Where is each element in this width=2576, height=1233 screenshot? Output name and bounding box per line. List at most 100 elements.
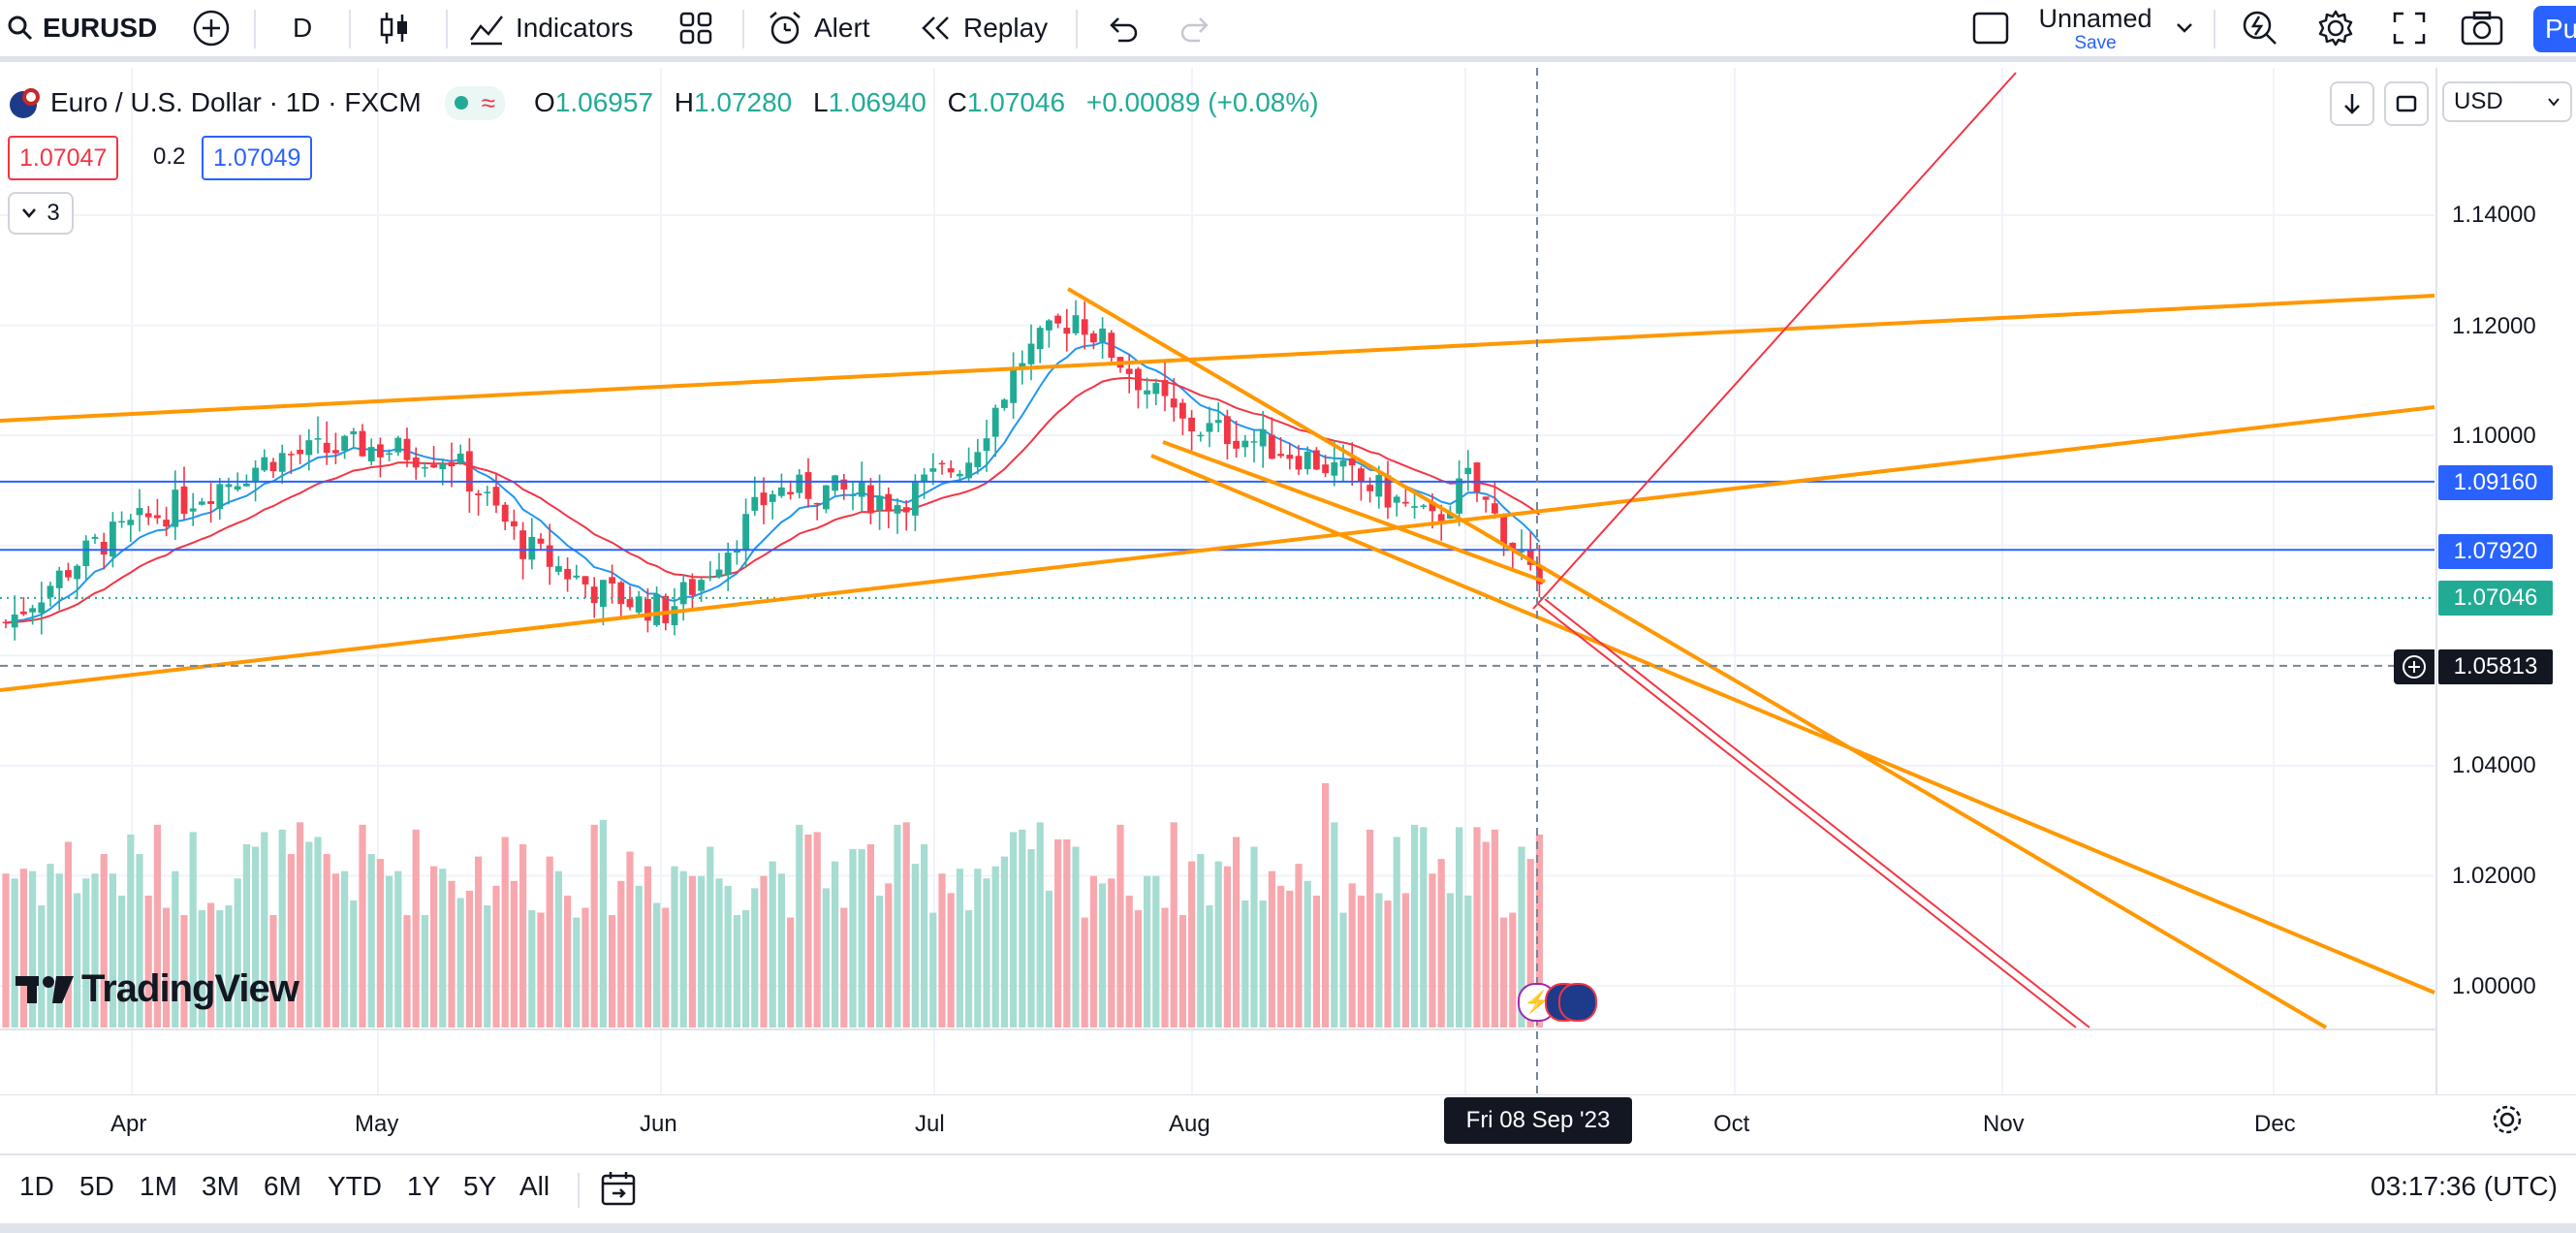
- market-status[interactable]: ≈: [444, 85, 506, 120]
- layouts-button[interactable]: [678, 8, 713, 48]
- volume-bar: [1535, 834, 1543, 1028]
- volume-bar: [885, 883, 893, 1028]
- price-chart[interactable]: [0, 68, 2576, 1095]
- interval-button[interactable]: D: [293, 8, 312, 48]
- quick-search-button[interactable]: [2241, 8, 2279, 48]
- indicators-label: Indicators: [516, 13, 634, 43]
- sell-button[interactable]: 1.07047: [8, 136, 119, 180]
- candle-body: [1099, 328, 1106, 342]
- volume-bar: [1295, 864, 1303, 1028]
- candle-body: [644, 599, 651, 621]
- tradingview-watermark: TradingView: [14, 967, 299, 1011]
- alert-button[interactable]: Alert: [766, 8, 870, 48]
- volume-bar: [554, 870, 562, 1028]
- flag-event-icon[interactable]: [1558, 983, 1597, 1022]
- undo-button[interactable]: [1105, 8, 1140, 48]
- volume-bar: [1437, 859, 1445, 1028]
- indicators-collapse-button[interactable]: 3: [8, 192, 74, 235]
- publish-button[interactable]: Pu: [2533, 6, 2576, 52]
- candle-body: [1492, 503, 1498, 514]
- calendar-icon: [601, 1172, 636, 1206]
- candle-body: [528, 536, 536, 560]
- reset-chart-button[interactable]: [2384, 81, 2429, 126]
- volume-bar: [679, 870, 687, 1028]
- indicators-button[interactable]: Indicators: [467, 8, 633, 48]
- volume-bar: [386, 875, 393, 1028]
- volume-bar: [118, 895, 126, 1028]
- range-5y[interactable]: 5Y: [463, 1171, 497, 1201]
- add-alert-button[interactable]: [2394, 649, 2435, 684]
- volume-bar: [921, 844, 928, 1028]
- range-ytd[interactable]: YTD: [328, 1171, 382, 1201]
- candle-body: [55, 570, 63, 588]
- candle-body: [29, 608, 36, 613]
- ray-line: [1536, 602, 2077, 1028]
- buy-button[interactable]: 1.07049: [202, 136, 313, 180]
- range-all[interactable]: All: [519, 1171, 550, 1201]
- snapshot-button[interactable]: [2460, 8, 2504, 48]
- replay-button[interactable]: Replay: [919, 8, 1048, 48]
- volume-bar: [38, 905, 46, 1028]
- volume-bar: [1214, 861, 1222, 1028]
- candle-body: [1188, 417, 1195, 431]
- time-tick: Dec: [2254, 1111, 2296, 1137]
- utc-clock[interactable]: 03:17:36 (UTC): [2371, 1171, 2558, 1201]
- scroll-to-latest-button[interactable]: [2330, 81, 2374, 126]
- chart-type-button[interactable]: [378, 8, 411, 48]
- candle-body: [787, 491, 794, 495]
- candle-body: [1473, 462, 1481, 492]
- volume-bar: [751, 888, 759, 1028]
- volume-bar: [1019, 829, 1026, 1028]
- settings-button[interactable]: [2316, 8, 2355, 48]
- volume-bar: [314, 837, 322, 1028]
- range-5d[interactable]: 5D: [79, 1171, 114, 1201]
- volume-bar: [876, 895, 884, 1028]
- layout-switch-button[interactable]: [1971, 8, 2010, 48]
- symbol-search[interactable]: EURUSD: [6, 8, 157, 48]
- compare-symbol-button[interactable]: [192, 8, 231, 48]
- time-axis-settings-button[interactable]: [2491, 1103, 2524, 1141]
- candle-body: [1447, 513, 1454, 520]
- volume-bar: [1223, 866, 1231, 1028]
- candle-body: [1518, 551, 1525, 553]
- candle-body: [1384, 475, 1392, 508]
- volume-bar: [1099, 883, 1107, 1028]
- watermark-text: TradingView: [81, 967, 299, 1010]
- volume-bar: [1509, 912, 1517, 1028]
- event-markers[interactable]: ⚡: [1518, 983, 1597, 1022]
- volume-bar: [1241, 900, 1249, 1028]
- redo-button[interactable]: [1178, 8, 1213, 48]
- volume-bar: [172, 870, 179, 1028]
- volume-bar: [894, 824, 901, 1028]
- candle-body: [1036, 328, 1044, 350]
- candle-body: [1420, 505, 1428, 507]
- range-6m[interactable]: 6M: [264, 1171, 301, 1201]
- volume-bar: [698, 875, 706, 1028]
- candles-icon: [380, 13, 407, 44]
- candle-body: [11, 615, 18, 628]
- candle-body: [885, 493, 893, 511]
- fullscreen-button[interactable]: [2392, 8, 2427, 48]
- layout-name-button[interactable]: Unnamed Save: [2033, 2, 2157, 52]
- time-tick: Apr: [110, 1111, 147, 1137]
- range-1d[interactable]: 1D: [19, 1171, 54, 1201]
- go-to-date-button[interactable]: [599, 1169, 638, 1213]
- candle-body: [199, 501, 205, 505]
- spread-value: 0.2: [153, 143, 186, 170]
- candle-body: [991, 407, 999, 437]
- volume-bar: [929, 912, 937, 1028]
- candle-body: [635, 596, 643, 613]
- volume-bar: [1000, 856, 1008, 1028]
- range-1y[interactable]: 1Y: [407, 1171, 441, 1201]
- volume-bar: [1473, 827, 1481, 1028]
- candle-body: [136, 508, 143, 516]
- candle-body: [180, 486, 188, 515]
- range-3m[interactable]: 3M: [202, 1171, 239, 1201]
- volume-bar: [109, 873, 116, 1028]
- currency-select[interactable]: USD: [2442, 81, 2572, 122]
- range-1m[interactable]: 1M: [140, 1171, 177, 1201]
- candle-body: [492, 487, 500, 506]
- layout-menu-button[interactable]: [2175, 8, 2194, 48]
- candle-body: [1161, 380, 1169, 396]
- candle-body: [1179, 402, 1186, 419]
